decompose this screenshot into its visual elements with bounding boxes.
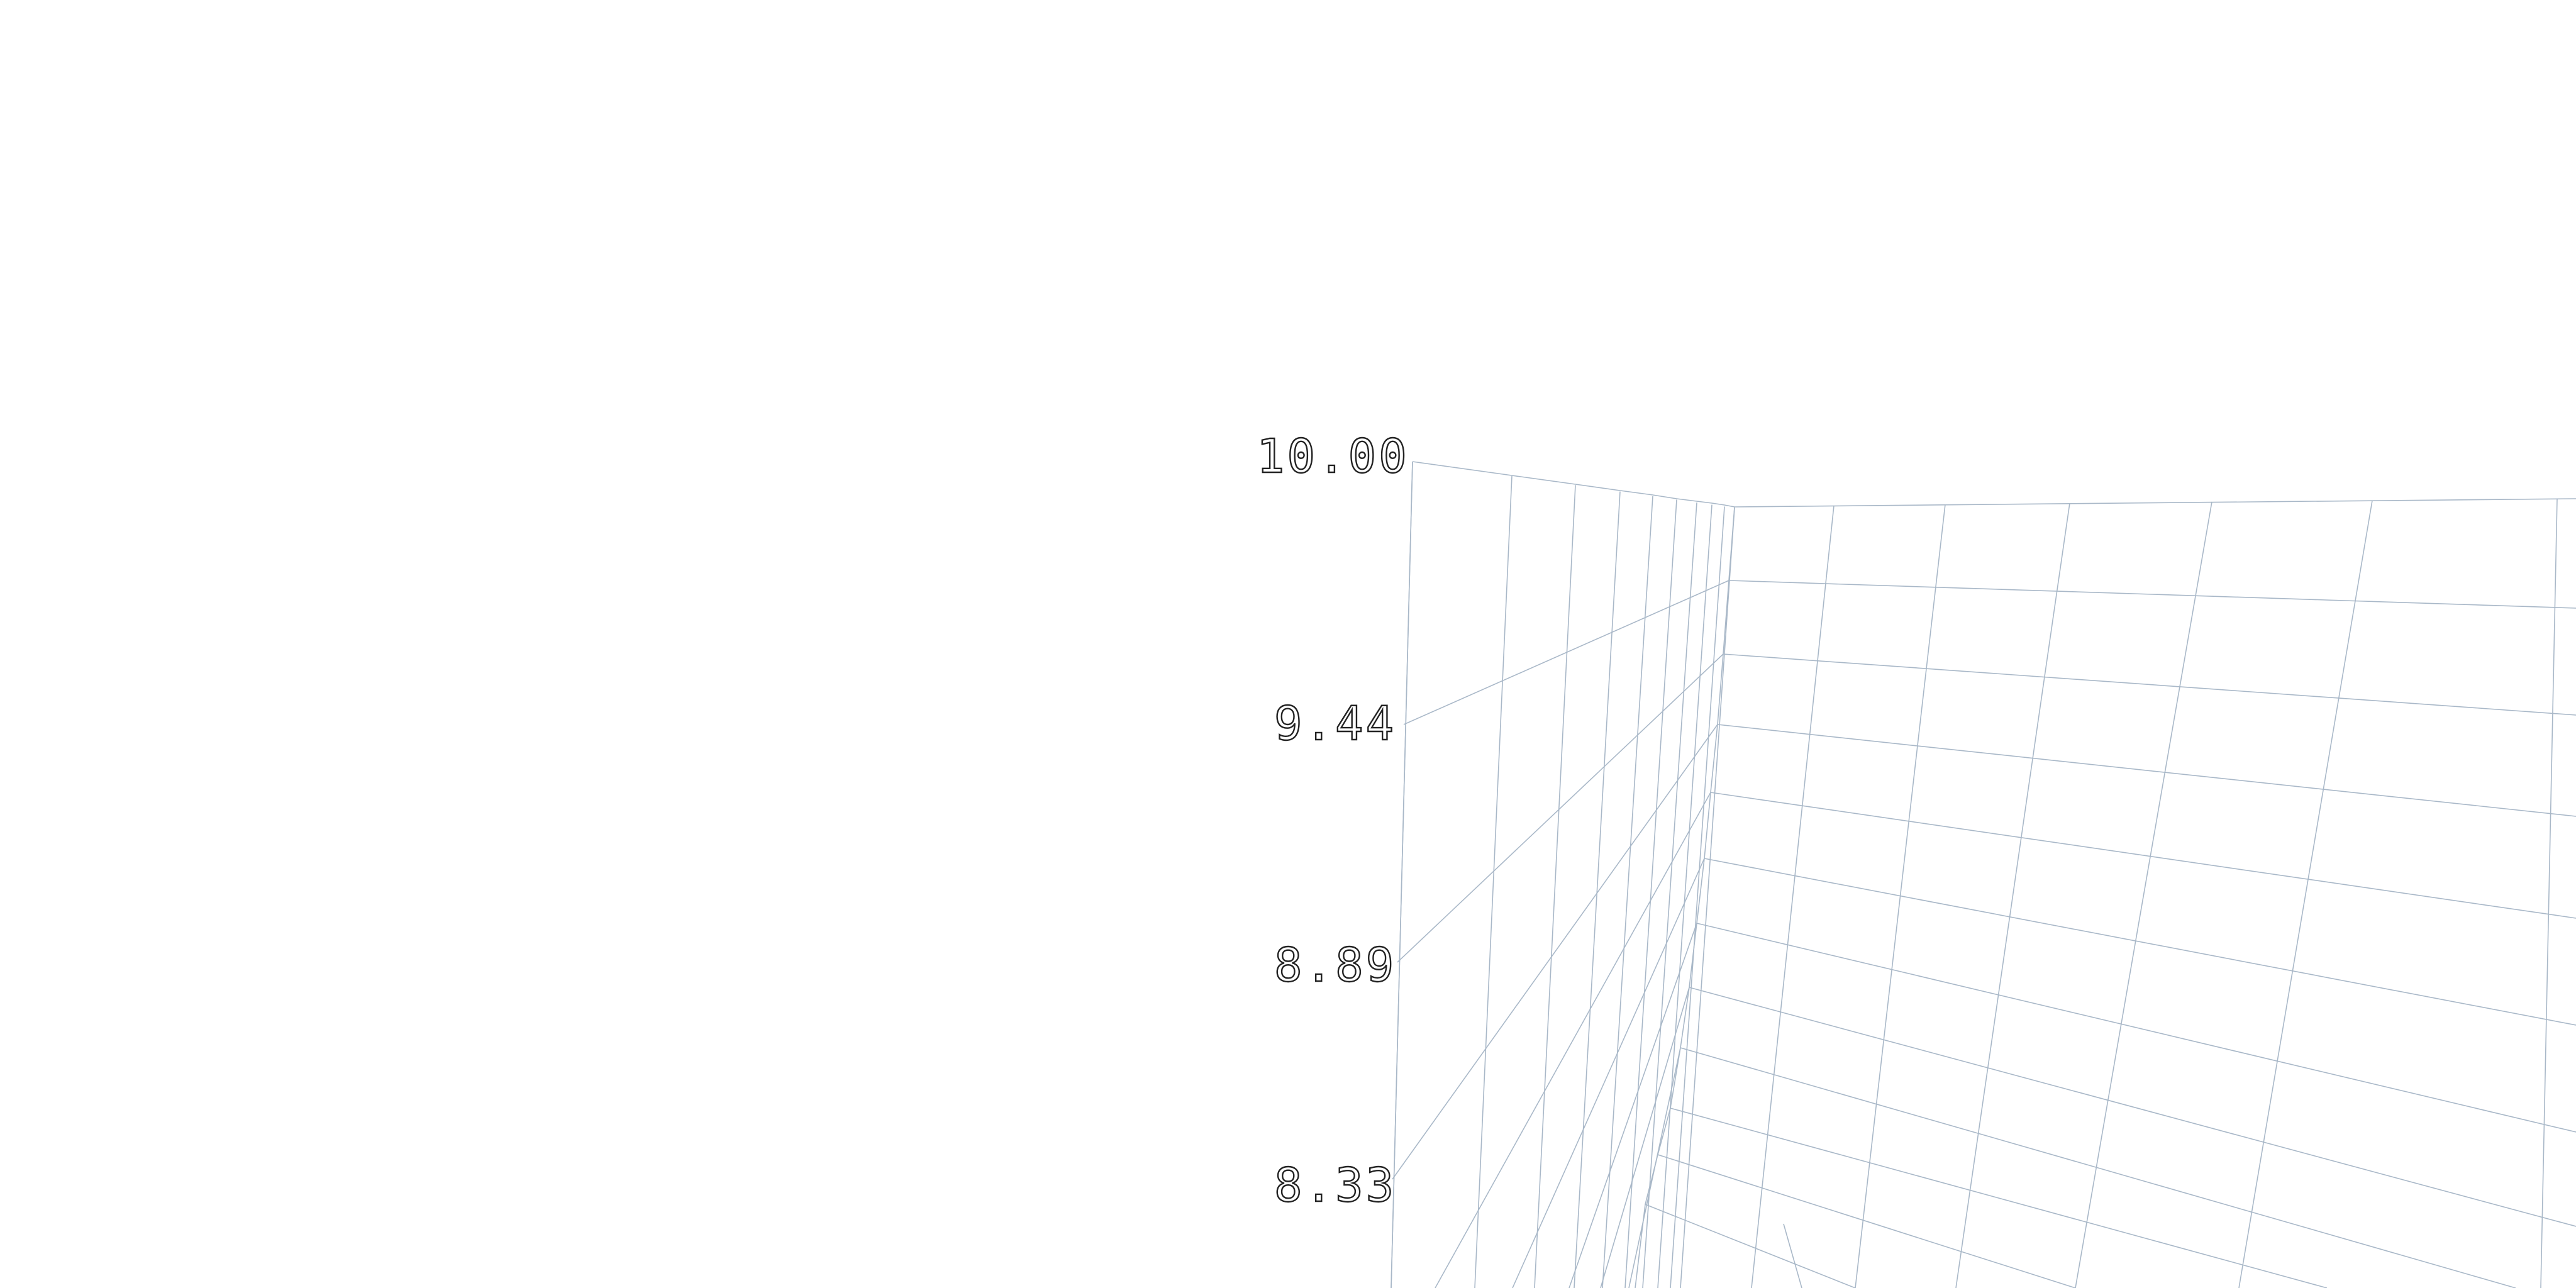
- right-wall-vertical-3: [2075, 501, 2212, 1288]
- z-tick-label-2: 8.89: [1274, 938, 1396, 992]
- right-wall-horizontal-11: [1645, 1204, 1856, 1288]
- left-wall-vertical-7: [1657, 504, 1713, 1288]
- left-wall-vertical-8: [1670, 506, 1725, 1288]
- left-wall-vertical-9: [1680, 508, 1735, 1288]
- z-axis-ticks: 10.00 9.44 8.89 8.33: [1256, 429, 1409, 1213]
- left-wall-vertical-1: [1474, 475, 1513, 1288]
- left-wall-vertical-6: [1642, 502, 1697, 1288]
- left-wall-diagonal-6: [1600, 987, 1690, 1288]
- left-wall-diagonal-1: [1397, 653, 1724, 963]
- right-wall-vertical-0: [1751, 505, 1835, 1288]
- right-wall-horizontal-5: [1704, 858, 2576, 1026]
- right-wall-horizontal-10: [1657, 1154, 2076, 1288]
- z-tick-label-3: 8.33: [1274, 1158, 1396, 1213]
- z-axis-line: [1391, 461, 1413, 1288]
- left-wall-diagonal-7: [1628, 1047, 1681, 1288]
- right-wall-vertical-5: [2540, 498, 2558, 1288]
- right-wall-horizontal-2: [1723, 653, 2576, 716]
- left-wall-diagonal-0: [1403, 580, 1729, 725]
- mesh-fragment: [1783, 1223, 1802, 1288]
- right-wall-horizontal-3: [1717, 724, 2576, 817]
- right-wall-vertical-4: [2238, 500, 2373, 1288]
- left-wall-vertical-3: [1574, 491, 1621, 1288]
- right-wall-horizontal-7: [1689, 987, 2576, 1227]
- left-wall-vertical-4: [1602, 496, 1653, 1288]
- left-wall-vertical-2: [1534, 485, 1576, 1288]
- right-wall-horizontal-8: [1680, 1047, 2516, 1288]
- left-wall-vertical-5: [1624, 499, 1677, 1288]
- left-wall-diagonal-5: [1568, 923, 1697, 1288]
- surface-mesh: [1391, 461, 2576, 1288]
- right-wall-horizontal-0: [1734, 498, 2576, 508]
- right-wall-vertical-1: [1855, 504, 1946, 1288]
- left-wall-diagonal-4: [1512, 858, 1705, 1288]
- right-wall-vertical-2: [1955, 502, 2070, 1288]
- right-wall-horizontal-4: [1710, 792, 2576, 919]
- left-wall-top-edge: [1412, 461, 1735, 508]
- right-wall-horizontal-9: [1670, 1108, 2328, 1288]
- right-wall-horizontal-1: [1728, 580, 2576, 609]
- z-tick-label-1: 9.44: [1274, 697, 1396, 751]
- left-wall-diagonal-2: [1392, 724, 1718, 1180]
- left-wall-diagonal-3: [1435, 792, 1711, 1288]
- right-wall-horizontal-6: [1696, 923, 2576, 1133]
- z-tick-label-0: 10.00: [1257, 430, 1409, 484]
